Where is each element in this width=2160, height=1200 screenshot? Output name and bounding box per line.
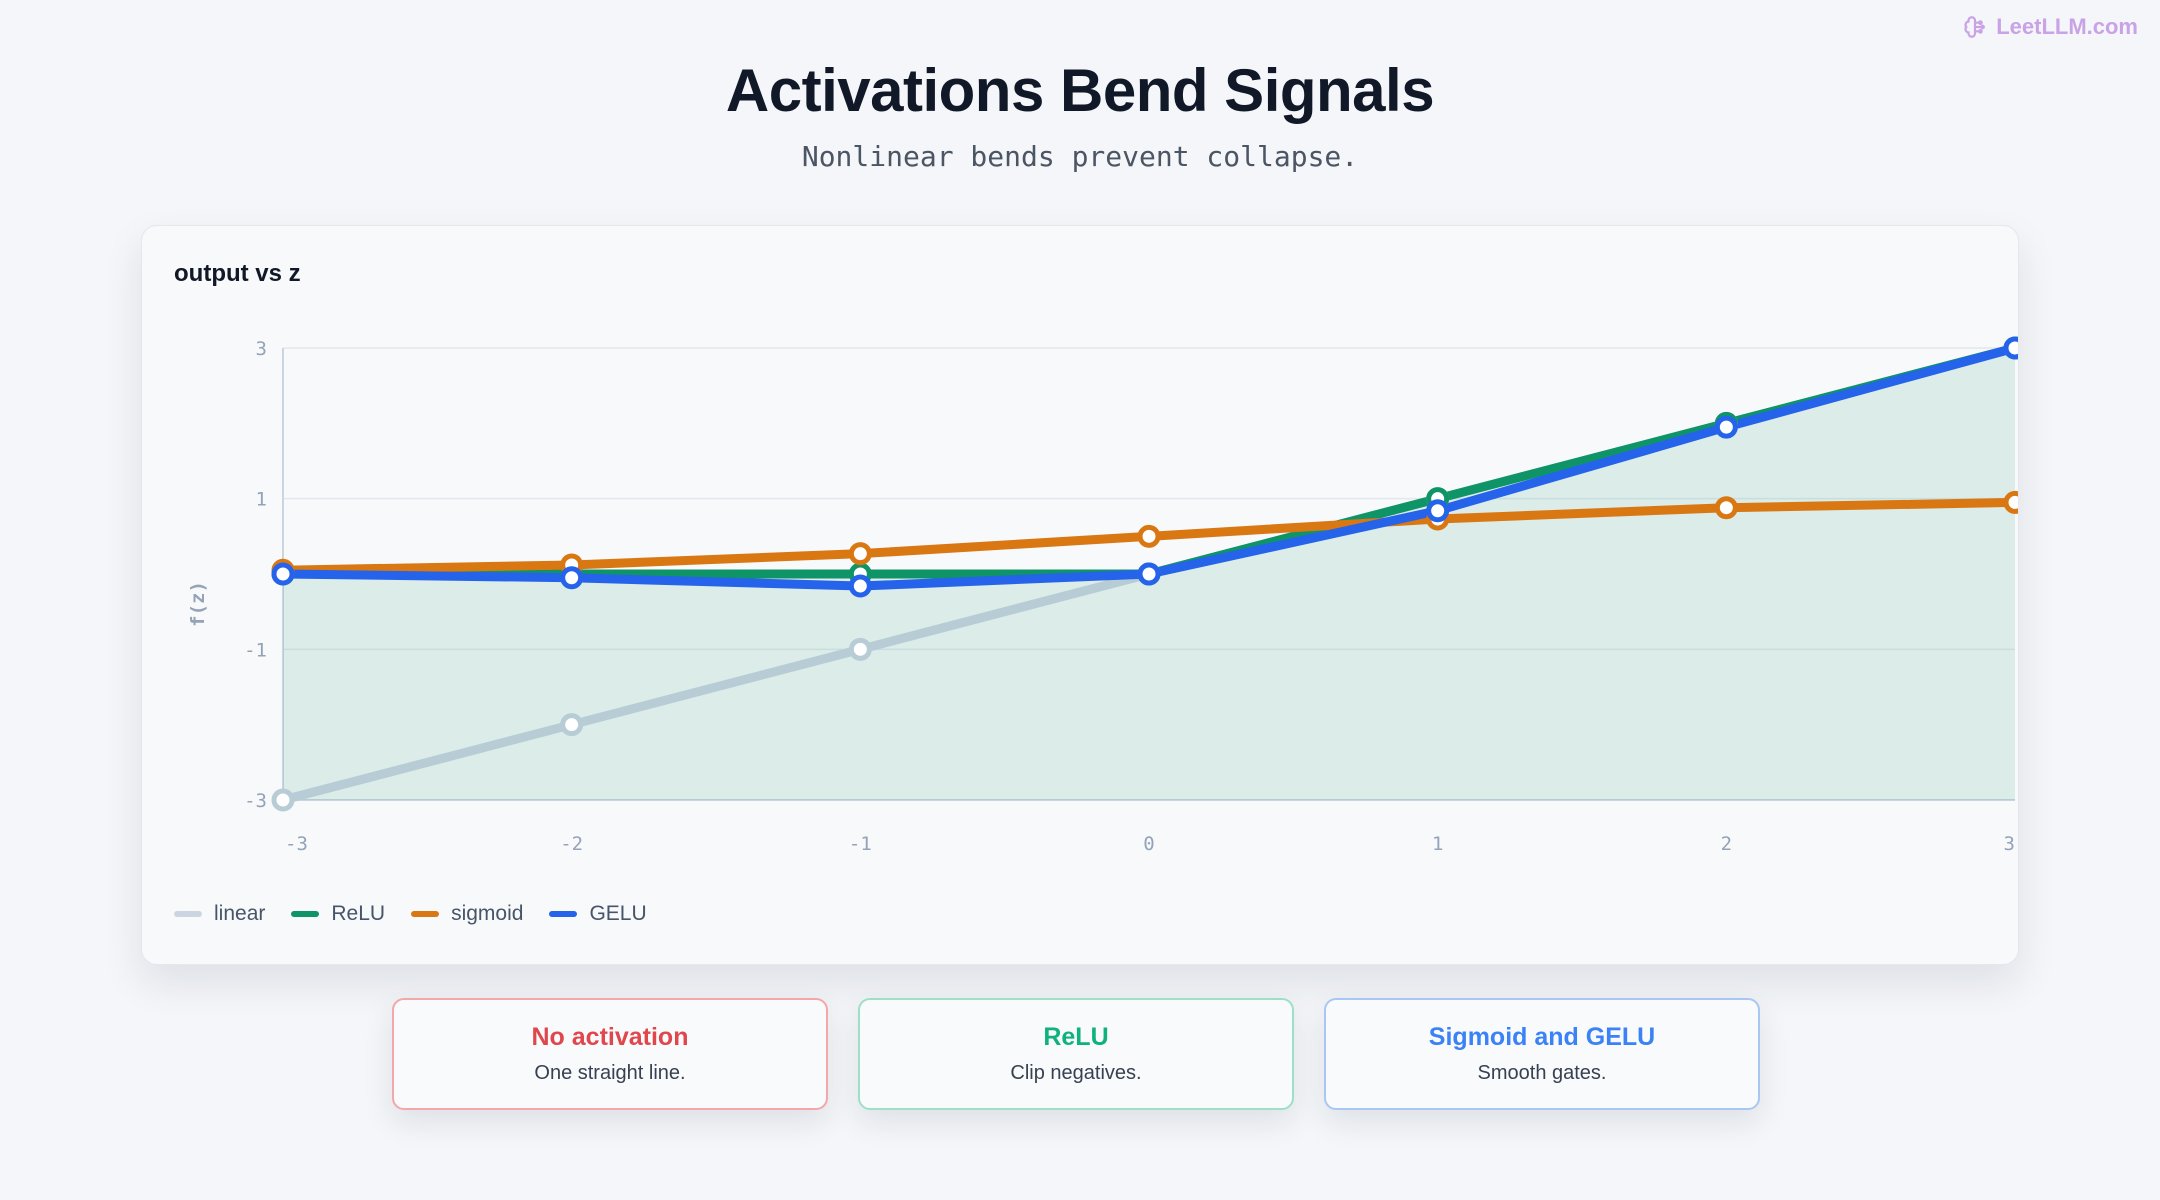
page-subtitle: Nonlinear bends prevent collapse. xyxy=(801,140,1359,173)
note-card: ReLU Clip negatives. xyxy=(858,998,1294,1110)
note-title: ReLU xyxy=(1043,1023,1109,1051)
x-tick-label: 0 xyxy=(1143,833,1154,855)
chart-title: output vs z xyxy=(174,260,301,287)
note-body: One straight line. xyxy=(534,1062,686,1084)
x-tick-label: -1 xyxy=(849,833,872,855)
note-title: No activation xyxy=(531,1023,689,1051)
note-body: Smooth gates. xyxy=(1477,1062,1607,1084)
legend-swatch xyxy=(411,911,440,917)
brand[interactable]: LeetLLM.com xyxy=(1962,14,2138,40)
data-point-gelu xyxy=(560,566,584,590)
data-point-gelu xyxy=(1714,415,1738,439)
legend-item-relu: ReLU xyxy=(291,902,385,926)
y-tick-label: 1 xyxy=(256,489,267,511)
legend-item-linear: linear xyxy=(174,902,265,926)
data-point-gelu xyxy=(1137,562,1161,586)
data-point-gelu xyxy=(2003,336,2018,360)
data-point-linear xyxy=(560,713,584,737)
x-tick-label: 2 xyxy=(1721,833,1732,855)
brand-text: LeetLLM.com xyxy=(1996,14,2138,39)
y-tick-label: 3 xyxy=(256,338,267,360)
legend-label: linear xyxy=(214,902,266,925)
data-point-gelu xyxy=(1426,499,1450,523)
legend-item-sigmoid: sigmoid xyxy=(411,902,523,926)
page-title: Activations Bend Signals xyxy=(725,57,1435,124)
data-point-linear xyxy=(271,788,295,812)
legend-swatch xyxy=(291,911,320,917)
data-point-sigmoid xyxy=(1137,524,1161,548)
data-point-linear xyxy=(848,637,872,661)
data-point-sigmoid xyxy=(1714,496,1738,520)
note-card: Sigmoid and GELU Smooth gates. xyxy=(1324,998,1760,1110)
note-card: No activation One straight line. xyxy=(392,998,828,1110)
legend-label: GELU xyxy=(589,902,647,925)
legend-swatch xyxy=(174,911,202,917)
data-point-sigmoid xyxy=(848,542,872,566)
chart-card: 3 1 -1 -3 -3 -2 -1 0 1 2 3 f(z) output vs z linear R… xyxy=(141,225,2019,965)
legend-label: sigmoid xyxy=(451,902,524,925)
x-tick-label: -3 xyxy=(285,833,308,855)
note-cards: No activation One straight line. ReLU Clip … xyxy=(392,998,1760,1110)
y-axis-label: f(z) xyxy=(187,581,209,627)
data-point-sigmoid xyxy=(2003,490,2018,514)
y-tick-label: -1 xyxy=(244,639,267,661)
legend-item-gelu: GELU xyxy=(549,902,647,926)
data-point-gelu xyxy=(271,562,295,586)
x-tick-label: 3 xyxy=(2004,833,2015,855)
line-chart: 3 1 -1 -3 -3 -2 -1 0 1 2 3 f(z) xyxy=(187,336,2018,855)
legend-swatch xyxy=(549,911,578,917)
data-point-gelu xyxy=(848,574,872,598)
note-title: Sigmoid and GELU xyxy=(1428,1023,1656,1051)
x-tick-label: 1 xyxy=(1432,833,1443,855)
x-tick-label: -2 xyxy=(560,833,583,855)
legend-label: ReLU xyxy=(331,902,386,925)
brain-icon xyxy=(1964,16,1986,38)
note-body: Clip negatives. xyxy=(1010,1062,1142,1084)
chart-legend: linear ReLU sigmoid GELU xyxy=(174,902,647,926)
y-tick-label: -3 xyxy=(244,790,267,812)
